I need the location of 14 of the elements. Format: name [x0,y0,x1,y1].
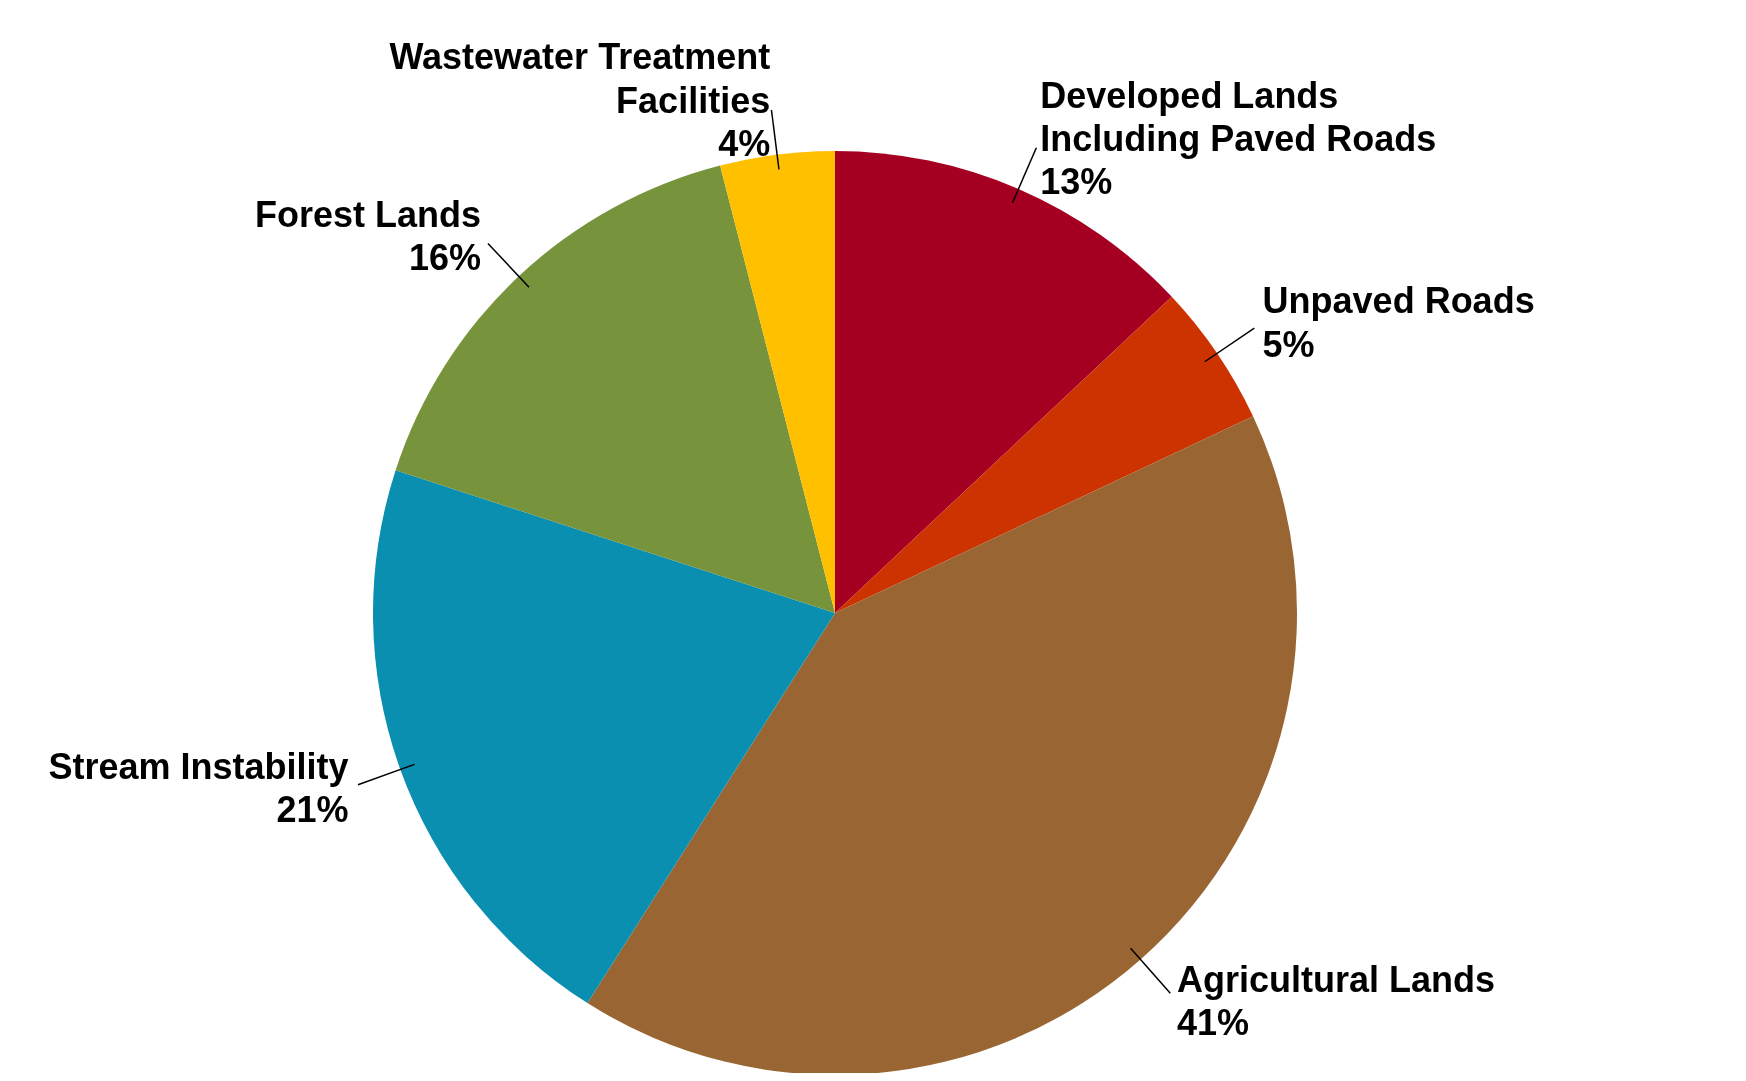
data-label: 21% [276,789,349,831]
data-label: 16% [409,237,482,279]
slice-label: Forest Lands [255,194,482,236]
data-label: 4% [718,122,771,164]
slice-label: Stream Instability [48,746,349,788]
data-label: 5% [1262,323,1315,365]
slice-label: Unpaved Roads [1262,280,1535,322]
data-label: 13% [1040,161,1113,203]
pie-slice [373,470,835,1004]
slice-label: Wastewater Treatment Facilities [389,36,771,121]
data-label: 41% [1176,1002,1249,1044]
slice-label: Developed Lands Including Paved Roads [1040,74,1437,160]
pie-slice [835,296,1254,613]
slice-label: Agricultural Lands [1176,958,1495,1000]
